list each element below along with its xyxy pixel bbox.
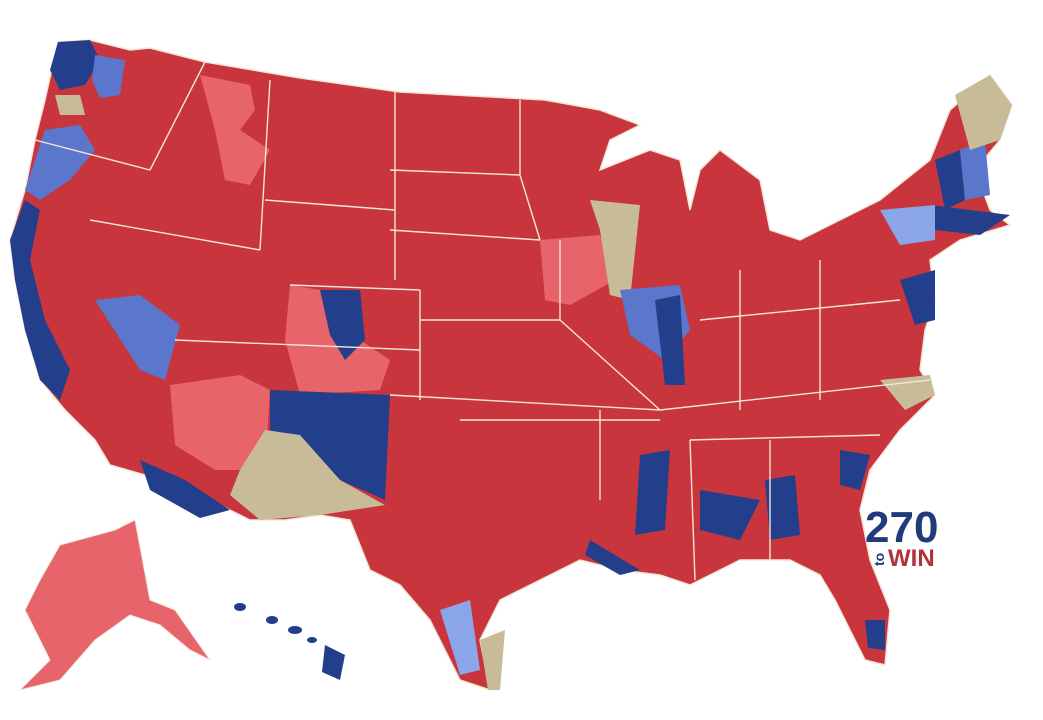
logo-connector: to: [871, 553, 887, 566]
contiguous-us: [9, 39, 1013, 692]
district-shading: [10, 40, 1012, 690]
alaska: [18, 519, 211, 691]
logo: 270 to WIN: [865, 503, 938, 572]
hawaii: [234, 603, 345, 680]
logo-number: 270: [865, 503, 938, 552]
logo-word: WIN: [888, 545, 935, 572]
state-borders: [34, 61, 931, 581]
